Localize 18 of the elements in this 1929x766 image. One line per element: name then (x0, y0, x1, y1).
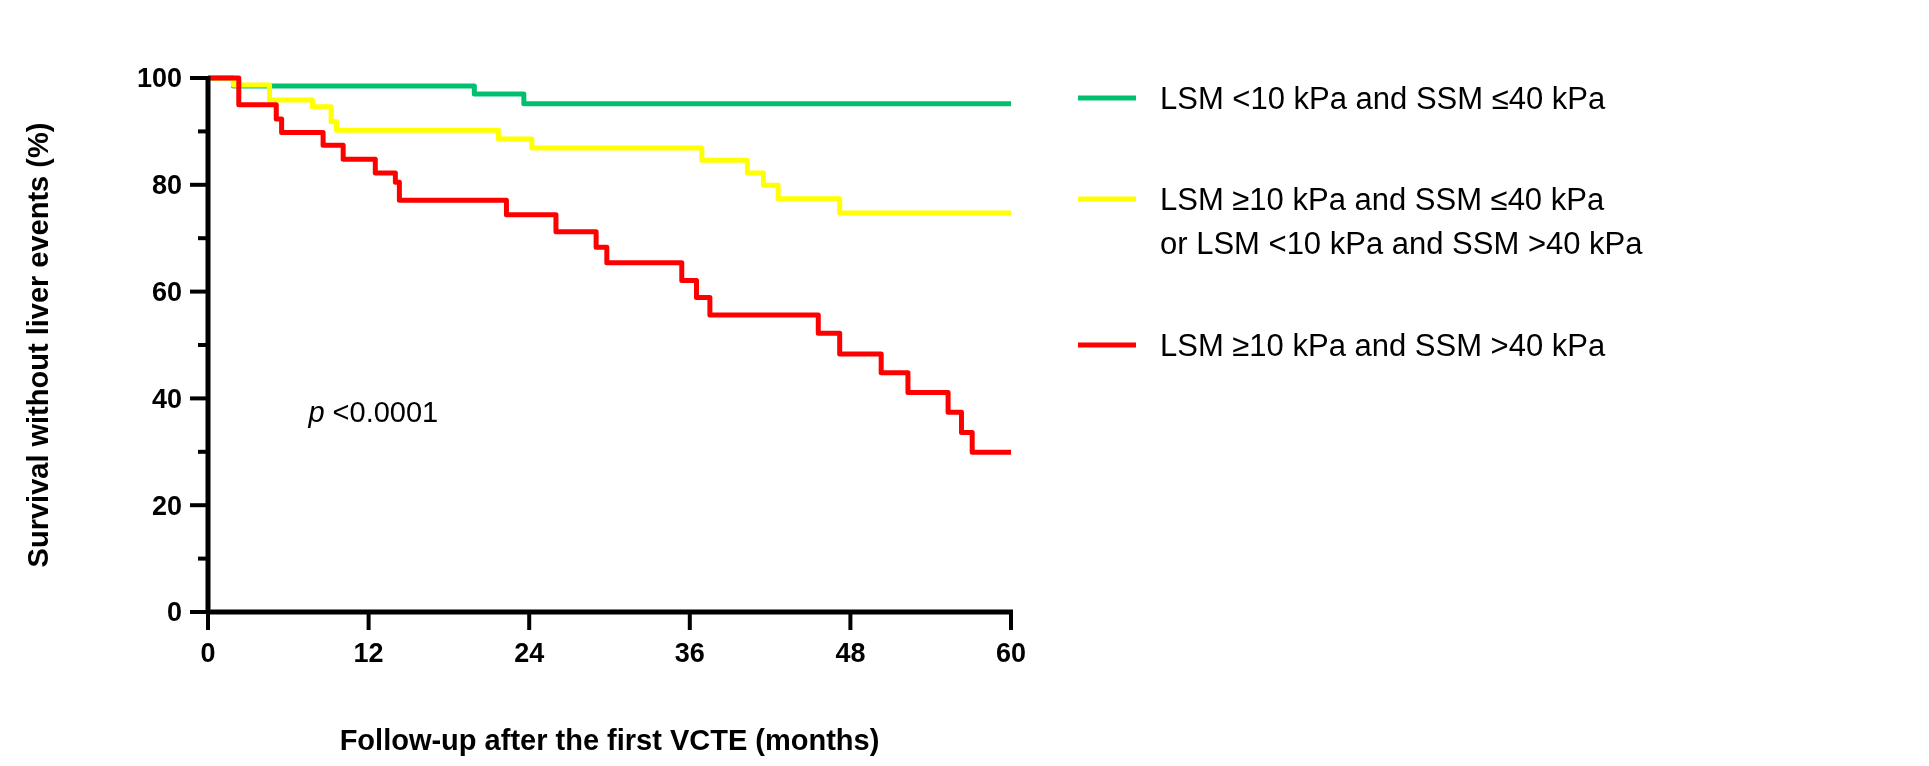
y-tick-label: 100 (136, 63, 182, 94)
x-tick-label: 12 (353, 638, 384, 668)
legend-label: LSM ≥10 kPa and SSM >40 kPa (1160, 327, 1606, 363)
y-tick-label: 60 (151, 277, 182, 308)
x-tick-label: 0 (200, 638, 216, 668)
legend-label: LSM ≥10 kPa and SSM ≤40 kPa or LSM <10 kPa and SSM >40 kPa (1160, 181, 1644, 261)
annotation: p <0.0001 (307, 396, 439, 429)
y-tick-label: 20 (151, 490, 182, 521)
y-tick-label: 80 (151, 170, 182, 201)
x-tick-label: 48 (835, 638, 866, 668)
x-tick-label: 36 (674, 638, 705, 668)
legend-label: LSM <10 kPa and SSM ≤40 kPa (1160, 80, 1606, 116)
x-tick-label: 60 (995, 638, 1027, 668)
y-axis-title: Survival without liver events (%) (22, 122, 54, 568)
x-tick-label: 24 (514, 638, 545, 668)
y-tick-label: 40 (151, 383, 182, 414)
x-axis-title: Follow-up after the first VCTE (months) (339, 724, 880, 756)
y-tick-label: 0 (166, 597, 182, 628)
